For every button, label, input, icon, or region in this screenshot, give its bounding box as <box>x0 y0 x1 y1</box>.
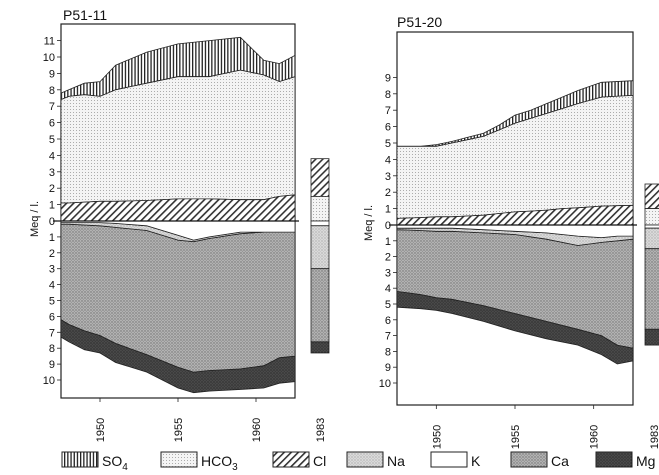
y-axis-label: Meq / l. <box>29 201 41 237</box>
bar-year-label: 1983 <box>315 418 327 442</box>
legend-item-mg: Mg <box>595 451 655 469</box>
legend-swatch <box>510 451 548 468</box>
legend-label: SO4 <box>102 453 128 473</box>
y-tick-label: 0 <box>385 220 391 232</box>
legend-swatch <box>272 451 310 468</box>
y-tick-label: 11 <box>44 36 55 48</box>
legend-item-cl: Cl <box>272 451 326 469</box>
bar-1983-mg <box>310 341 330 354</box>
x-tick-label: 1960 <box>251 418 263 442</box>
bar-1983-cl <box>310 158 330 197</box>
bar-1983-ca <box>644 248 659 330</box>
y-tick-label: 0 <box>49 216 55 228</box>
y-tick-label: 2 <box>385 187 391 199</box>
legend-swatch <box>346 451 384 468</box>
y-tick-label: 10 <box>379 378 391 390</box>
x-tick-label: 1955 <box>510 425 522 449</box>
legend-label: Ca <box>551 453 569 469</box>
y-tick-label: 9 <box>49 68 55 80</box>
y-tick-label: 4 <box>49 150 55 162</box>
legend-label: Na <box>387 453 405 469</box>
y-tick-label: 3 <box>385 267 391 279</box>
bar-1983-na <box>644 227 659 250</box>
y-tick-label: 4 <box>385 283 391 295</box>
y-tick-label: 4 <box>49 280 55 292</box>
y-tick-label: 5 <box>385 138 391 150</box>
y-tick-label: 6 <box>385 122 391 134</box>
chart-title: P51-20 <box>397 14 442 30</box>
bar-year-label: 1983 <box>649 425 659 449</box>
y-tick-label: 3 <box>385 171 391 183</box>
y-tick-label: 5 <box>49 296 55 308</box>
y-tick-label: 7 <box>385 331 391 343</box>
y-tick-label: 1 <box>49 200 55 212</box>
legend-item-na: Na <box>346 451 405 469</box>
bar-1983-mg <box>644 328 659 346</box>
legend-swatch <box>430 451 468 468</box>
y-tick-label: 3 <box>49 167 55 179</box>
y-tick-label: 9 <box>385 72 391 84</box>
hco3-area <box>396 94 634 219</box>
y-tick-label: 5 <box>385 299 391 311</box>
y-tick-label: 10 <box>43 52 55 64</box>
bar-1983-k <box>644 224 659 229</box>
bar-1983-k <box>310 220 330 227</box>
legend-swatch <box>595 451 633 468</box>
chart-panel-P51-20: 0 1 2 3 4 5 6 7 8 9 1 2 3 4 5 6 7 8 9 10 1950 1955 1960 P51-20 M… <box>363 14 659 449</box>
y-tick-label: 2 <box>49 183 55 195</box>
y-tick-label: 1 <box>49 232 55 244</box>
legend-item-hco3: HCO3 <box>160 451 238 473</box>
x-tick-label: 1960 <box>589 425 601 449</box>
y-tick-label: 10 <box>43 375 55 387</box>
y-tick-label: 9 <box>49 359 55 371</box>
y-tick-label: 6 <box>49 311 55 323</box>
y-tick-label: 7 <box>385 105 391 117</box>
legend-item-k: K <box>430 451 481 469</box>
legend-item-ca: Ca <box>510 451 569 469</box>
y-tick-label: 1 <box>385 204 391 216</box>
legend-item-so4: SO4 <box>61 451 128 473</box>
legend-swatch <box>61 451 99 468</box>
bar-1983-na <box>310 225 330 270</box>
legend-label: HCO3 <box>201 453 238 473</box>
y-tick-label: 2 <box>49 248 55 260</box>
x-tick-label: 1950 <box>95 418 107 442</box>
y-tick-label: 5 <box>49 134 55 146</box>
y-tick-label: 8 <box>49 343 55 355</box>
legend-swatch <box>160 451 198 468</box>
legend-label: K <box>471 453 481 469</box>
y-tick-label: 6 <box>385 315 391 327</box>
y-tick-label: 9 <box>385 362 391 374</box>
y-tick-label: 7 <box>49 101 55 113</box>
y-tick-label: 6 <box>49 118 55 130</box>
bar-1983-hco3 <box>644 208 659 226</box>
bar-1983-ca <box>310 268 330 343</box>
x-tick-label: 1950 <box>431 425 443 449</box>
chart-title: P51-11 <box>63 7 107 23</box>
y-tick-label: 8 <box>49 85 55 97</box>
legend-label: Cl <box>313 453 326 469</box>
bar-1983-hco3 <box>310 195 330 222</box>
y-tick-label: 8 <box>385 346 391 358</box>
legend: SO4 HCO3 Cl Na K Ca Mg <box>61 451 655 473</box>
legend-label: Mg <box>636 453 655 469</box>
y-tick-label: 1 <box>385 236 391 248</box>
y-tick-label: 2 <box>385 252 391 264</box>
y-tick-label: 8 <box>385 89 391 101</box>
y-tick-label: 7 <box>49 327 55 339</box>
bar-1983-cl <box>644 183 659 210</box>
x-tick-label: 1955 <box>173 418 185 442</box>
y-tick-label: 3 <box>49 264 55 276</box>
y-tick-label: 4 <box>385 154 391 166</box>
y-axis-label: Meq / l. <box>363 205 375 241</box>
